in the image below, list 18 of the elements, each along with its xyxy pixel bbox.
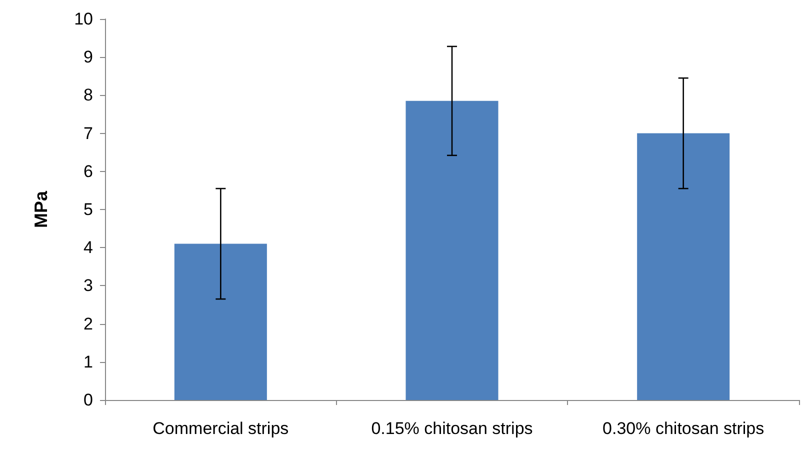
y-tick-label: 9: [84, 48, 93, 67]
bar: [637, 133, 730, 400]
y-tick-label: 7: [84, 124, 93, 143]
y-tick-label: 2: [84, 314, 93, 334]
bar: [406, 100, 498, 400]
y-tick-label: 10: [74, 10, 93, 28]
y-tick-label: 3: [84, 276, 93, 296]
y-tick-label: 5: [84, 200, 93, 219]
y-tick-label: 1: [84, 352, 93, 372]
y-tick-label: 6: [84, 162, 93, 181]
y-tick-label: 8: [84, 86, 93, 105]
x-tick-label: 0.15% chitosan strips: [371, 419, 533, 438]
bar: [174, 244, 267, 400]
x-tick-label: 0.30% chitosan strips: [602, 419, 764, 438]
y-tick-label: 0: [84, 390, 93, 410]
y-tick-label: 4: [84, 238, 93, 258]
x-tick-label: Commercial strips: [152, 419, 289, 438]
y-axis-title: MPa: [31, 190, 51, 228]
